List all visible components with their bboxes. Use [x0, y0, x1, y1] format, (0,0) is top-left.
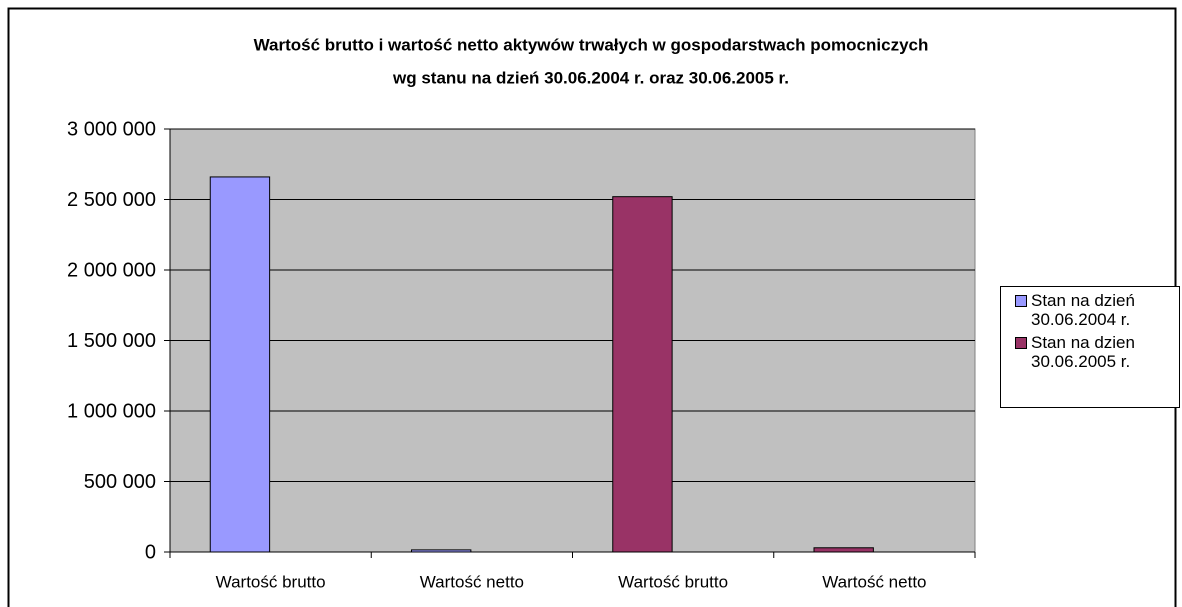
legend-swatch	[1015, 337, 1027, 349]
bar	[209, 176, 271, 553]
bar	[411, 549, 472, 553]
x-tick-label: Wartość netto	[420, 572, 524, 591]
y-tick-label: 2 000 000	[67, 259, 156, 281]
y-tick-label: 500 000	[84, 471, 156, 493]
chart-title: Wartość brutto i wartość netto aktywów t…	[254, 35, 929, 54]
legend-item: Stan na dzień 30.06.2004 r.	[1001, 291, 1181, 329]
x-tick-label: Wartość brutto	[618, 572, 728, 591]
legend-label: Stan na dzien 30.06.2005 r.	[1031, 333, 1135, 371]
chart-title: wg stanu na dzień 30.06.2004 r. oraz 30.…	[392, 68, 789, 87]
legend-swatch	[1015, 295, 1027, 307]
bar	[612, 196, 673, 553]
legend: Stan na dzień 30.06.2004 r. Stan na dzien…	[1000, 286, 1180, 408]
y-tick-label: 3 000 000	[67, 118, 156, 140]
bar	[813, 547, 874, 553]
x-tick-label: Wartość netto	[822, 572, 926, 591]
y-tick-label: 1 000 000	[67, 400, 156, 422]
legend-label: Stan na dzień 30.06.2004 r.	[1031, 291, 1135, 329]
y-tick-label: 0	[145, 541, 156, 563]
y-tick-label: 2 500 000	[67, 189, 156, 211]
y-tick-label: 1 500 000	[67, 330, 156, 352]
x-tick-label: Wartość brutto	[216, 572, 326, 591]
legend-item: Stan na dzien 30.06.2005 r.	[1001, 333, 1181, 371]
